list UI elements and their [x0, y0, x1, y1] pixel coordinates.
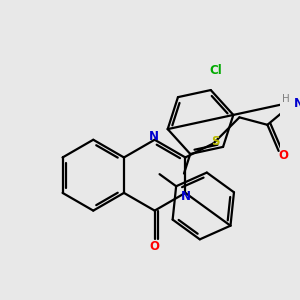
Text: O: O: [278, 149, 288, 162]
Text: Cl: Cl: [209, 64, 222, 77]
Text: N: N: [294, 97, 300, 110]
Text: S: S: [211, 135, 219, 148]
Text: N: N: [181, 190, 191, 203]
Text: O: O: [150, 240, 160, 253]
Text: N: N: [149, 130, 159, 142]
Text: H: H: [282, 94, 290, 104]
